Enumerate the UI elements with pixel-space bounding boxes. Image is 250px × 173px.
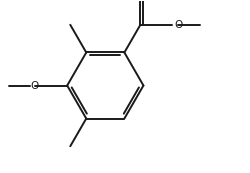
Text: O: O	[30, 80, 38, 90]
Text: O: O	[174, 20, 182, 30]
